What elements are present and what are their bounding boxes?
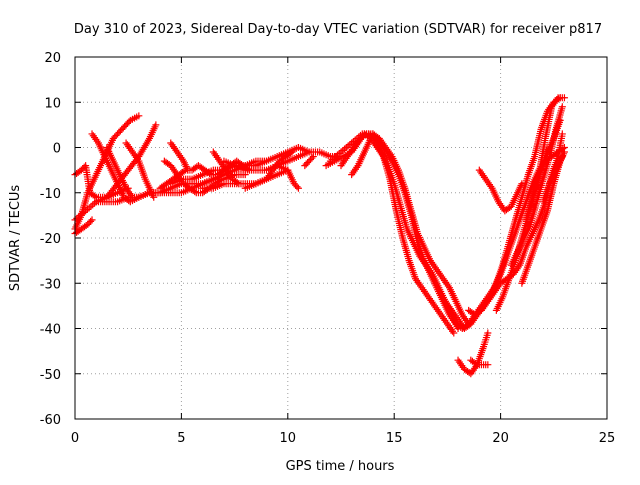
x-tick-label: 25	[599, 431, 616, 446]
y-tick-label: -50	[40, 368, 61, 383]
chart-title: Day 310 of 2023, Sidereal Day-to-day VTE…	[74, 22, 602, 37]
data-series-track-31	[518, 148, 568, 287]
data-trace-markers	[211, 150, 241, 187]
data-series-track-2	[71, 121, 160, 224]
data-series-track-7	[122, 139, 158, 201]
data-trace-markers	[73, 217, 95, 236]
x-tick-label: 10	[280, 431, 297, 446]
data-series-track-26	[467, 356, 492, 369]
data-series-track-32	[522, 94, 568, 224]
y-tick-label: 0	[53, 142, 61, 157]
data-series-track-18	[301, 153, 317, 170]
data-trace-markers	[104, 145, 135, 199]
y-tick-label: 10	[44, 96, 61, 111]
data-series-track-5	[103, 144, 136, 201]
x-axis-label: GPS time / hours	[286, 459, 395, 474]
y-tick-label: -40	[40, 323, 61, 338]
data-series-track-33	[539, 153, 566, 206]
data-layer	[71, 94, 568, 378]
y-tick-label: -60	[40, 413, 61, 428]
x-tick-label: 15	[386, 431, 403, 446]
y-tick-label: -20	[40, 232, 61, 247]
data-trace-markers	[540, 154, 565, 204]
data-series-track-30	[507, 103, 566, 269]
x-tick-label: 20	[492, 431, 509, 446]
data-trace-markers	[349, 136, 374, 177]
data-trace-markers	[302, 154, 316, 168]
data-series-track-13	[209, 148, 243, 188]
tick-layer: 0 5 10 15 20 25 20 10 0 -10 -20 -30 -40 -50 -60	[40, 51, 616, 446]
plot-frame	[74, 56, 608, 420]
y-tick-label: -10	[40, 187, 61, 202]
x-tick-label: 0	[71, 431, 79, 446]
data-series-track-11	[167, 139, 192, 174]
data-trace-markers	[477, 168, 525, 214]
data-series-track-23	[348, 134, 375, 179]
y-tick-label: -30	[40, 277, 61, 292]
data-trace-markers	[468, 357, 490, 369]
y-axis-label: SDTVAR / TECUs	[8, 185, 23, 292]
data-series-track-27	[465, 130, 566, 319]
y-tick-label: 20	[44, 51, 61, 66]
data-series-track-3	[71, 216, 96, 237]
data-trace-markers	[275, 163, 301, 191]
data-series-track-16	[273, 162, 302, 192]
data-trace-markers	[168, 141, 191, 172]
data-series-track-28	[475, 166, 526, 215]
x-tick-label: 5	[177, 431, 185, 446]
data-series-track-15	[241, 148, 296, 192]
data-trace-markers	[123, 141, 157, 199]
data-trace-markers	[508, 105, 566, 267]
data-trace-markers	[523, 94, 566, 222]
data-series-track-25	[454, 329, 492, 378]
